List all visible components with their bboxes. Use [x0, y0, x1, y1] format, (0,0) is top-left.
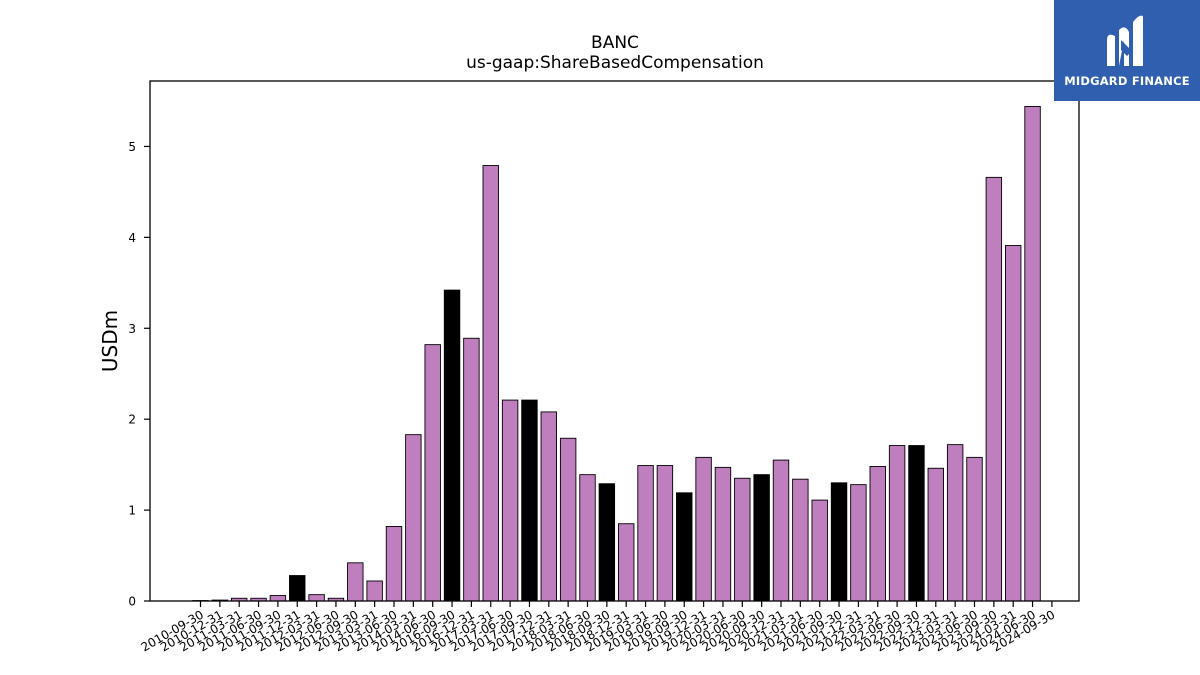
bar-2019-12-31: [695, 456, 712, 602]
y-tick-label: 3: [128, 322, 136, 336]
bar-2020-12-31: [772, 459, 790, 602]
bar-2023-06-30: [966, 456, 983, 602]
bar-2013-03-31: [366, 580, 383, 602]
y-tick-label: 0: [128, 595, 136, 609]
bar-2011-09-30: [269, 595, 287, 602]
plot-frame: [149, 80, 1080, 602]
bar-2024-06-30: [1024, 105, 1041, 602]
bar-2020-06-30: [734, 477, 751, 602]
bar-2022-12-31: [927, 467, 944, 602]
bar-2012-09-30: [347, 562, 364, 602]
bar-2021-06-30: [811, 499, 828, 602]
bar-2017-03-31: [482, 165, 499, 602]
bar-2016-12-31: [463, 337, 480, 602]
bar-2022-09-30: [908, 445, 925, 602]
y-tick-label: 2: [128, 413, 136, 427]
y-tick-label: 5: [128, 140, 136, 154]
bar-2014-03-31: [405, 434, 422, 602]
y-axis: 0 1 2 3 4 5: [128, 140, 150, 609]
bar-2018-06-30: [579, 474, 596, 602]
bar-2017-09-30: [521, 399, 538, 602]
bar-2016-09-30: [443, 289, 461, 602]
bar-2022-03-31: [869, 466, 886, 602]
bar-2014-06-30: [424, 344, 441, 602]
bar-2018-09-30: [598, 483, 616, 602]
bar-2013-06-30: [385, 526, 403, 602]
bar-2023-09-30: [985, 176, 1003, 602]
bar-2019-03-31: [637, 465, 654, 602]
bar-2024-03-31: [1005, 245, 1022, 602]
y-tick-label: 1: [128, 504, 136, 518]
bar-2020-03-31: [714, 466, 732, 602]
x-axis: 2010-09-302010-12-312011-03-312011-06-30…: [139, 601, 1057, 654]
chart-title: BANC: [591, 33, 639, 53]
bar-2019-09-30: [676, 492, 693, 602]
bar-2020-09-30: [753, 474, 770, 602]
midgard-logo-icon: [1107, 15, 1143, 67]
bar-2022-06-30: [888, 445, 906, 602]
bar-2017-06-30: [501, 399, 519, 602]
bar-2011-12-31: [289, 575, 306, 602]
bar-2017-12-31: [540, 411, 557, 602]
y-tick-label: 4: [128, 231, 136, 245]
bar-2023-03-31: [946, 444, 964, 602]
brand-logo: MIDGARD FINANCE: [1054, 0, 1200, 101]
bar-2019-06-30: [656, 465, 674, 602]
bar-2021-09-30: [830, 482, 848, 602]
bar-2018-03-31: [559, 437, 577, 602]
bar-2012-03-31: [308, 594, 325, 602]
bars-group: [192, 105, 1041, 602]
bar-2021-12-31: [850, 484, 867, 602]
bar-2018-12-31: [618, 523, 635, 602]
y-axis-label: USDm: [98, 310, 122, 372]
brand-name: MIDGARD FINANCE: [1064, 74, 1190, 88]
bar-2021-03-31: [792, 478, 809, 602]
chart-subtitle: us-gaap:ShareBasedCompensation: [466, 53, 764, 73]
